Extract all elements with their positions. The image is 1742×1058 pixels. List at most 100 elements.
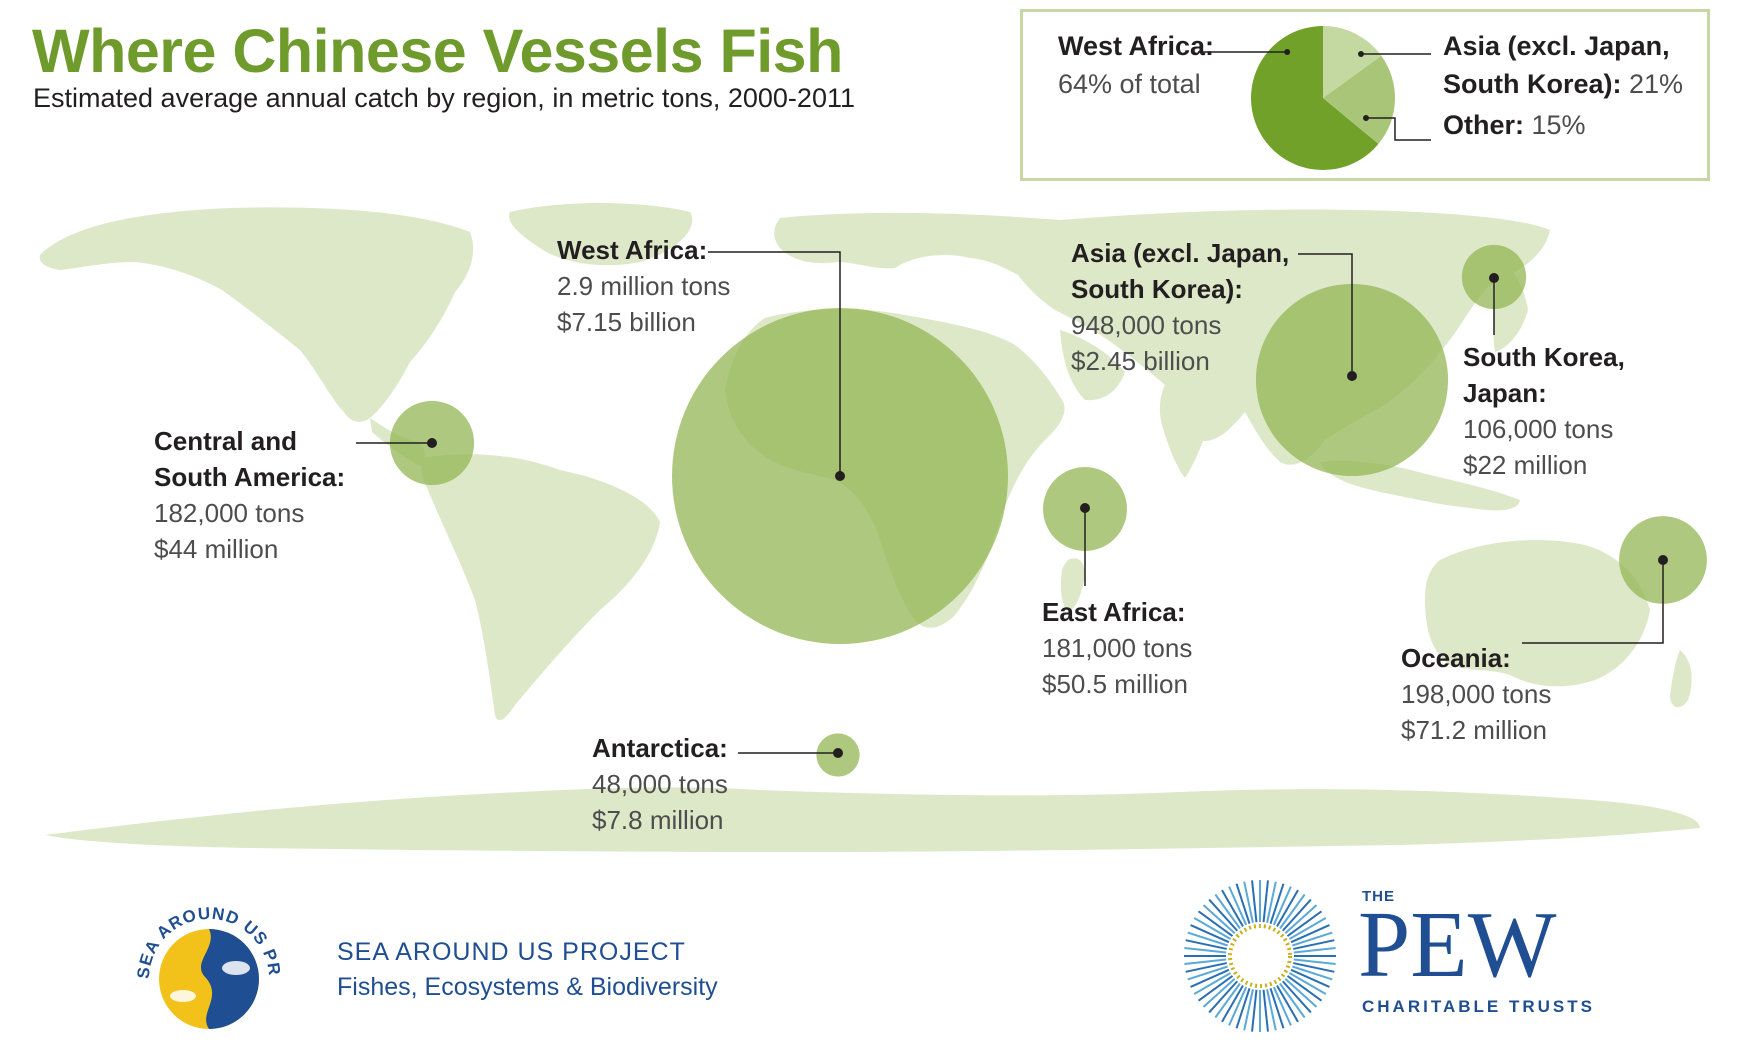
- land-new-zealand: [1670, 650, 1692, 708]
- leader-oceania: [1522, 560, 1664, 644]
- pew-ray: [1202, 904, 1236, 934]
- region-tons-oceania: 198,000 tons: [1401, 679, 1552, 709]
- pie-label-asia-name-line1: Asia (excl. Japan,: [1443, 31, 1670, 61]
- pew-ray: [1282, 898, 1312, 932]
- pew-ray: [1197, 910, 1234, 937]
- region-tons-west-africa: 2.9 million tons: [557, 271, 731, 301]
- leader-dot-antarctica: [833, 748, 843, 758]
- pew-ray: [1290, 968, 1330, 988]
- pew-ray: [1276, 889, 1299, 928]
- pew-ray: [1293, 962, 1335, 973]
- pew-sunburst-icon: [1184, 880, 1336, 1032]
- pew-ray: [1184, 958, 1227, 965]
- region-name-central-south-america-line1: Central and: [154, 426, 298, 456]
- land-arabia: [1060, 330, 1125, 401]
- region-label-central-south-america: Central and South America: 182,000 tons …: [154, 423, 345, 567]
- pew-ray: [1279, 982, 1306, 1019]
- region-value-east-africa: $50.5 million: [1042, 669, 1188, 699]
- region-label-east-africa: East Africa: 181,000 tons $50.5 million: [1042, 594, 1192, 702]
- region-label-antarctica: Antarctica: 48,000 tons $7.8 million: [592, 730, 728, 838]
- region-value-west-africa: $7.15 billion: [557, 307, 696, 337]
- pie-chart-panel: West Africa: 64% of total Asia (excl. Ja…: [1020, 9, 1710, 181]
- leader-dot-east-africa: [1080, 503, 1090, 513]
- land-australia: [1425, 540, 1650, 687]
- pew-ray: [1243, 881, 1254, 923]
- sea-around-us-title: SEA AROUND US PROJECT: [337, 938, 686, 966]
- leader-dot-west-africa: [835, 471, 845, 481]
- pie-slice-other: [1323, 25, 1382, 98]
- region-label-oceania: Oceania: 198,000 tons $71.2 million: [1401, 640, 1551, 748]
- pew-ray: [1288, 972, 1327, 995]
- pew-ray: [1282, 980, 1312, 1014]
- region-name-south-korea-japan-line2: Japan:: [1463, 378, 1547, 408]
- region-name-oceania: Oceania:: [1401, 643, 1511, 673]
- fish-icon: [170, 990, 196, 1002]
- pew-ray: [1269, 883, 1285, 924]
- pew-ray: [1269, 988, 1285, 1029]
- pew-ray: [1235, 988, 1251, 1029]
- pew-ray: [1243, 989, 1254, 1031]
- pew-ray: [1266, 881, 1277, 923]
- region-label-south-korea-japan: South Korea, Japan: 106,000 tons $22 mil…: [1463, 339, 1625, 483]
- pew-ray: [1190, 968, 1230, 988]
- pie-label-other-value: 15%: [1531, 110, 1586, 140]
- leader-asia: [1298, 253, 1353, 376]
- pew-ray: [1251, 989, 1258, 1032]
- pie-label-other-name: Other:: [1443, 110, 1524, 140]
- pew-ray: [1292, 965, 1333, 981]
- pie-label-asia-value: 21%: [1629, 69, 1684, 99]
- pew-ray: [1184, 947, 1227, 954]
- badge-blue-half: [200, 929, 259, 1029]
- leader-west-africa: [708, 251, 841, 476]
- region-label-asia: Asia (excl. Japan, South Korea): 948,000…: [1071, 235, 1289, 379]
- region-tons-asia: 948,000 tons: [1071, 310, 1222, 340]
- pew-ray: [1228, 886, 1248, 926]
- pew-ray: [1276, 984, 1299, 1023]
- pew-inner-ring: [1228, 924, 1292, 988]
- pie-label-asia-name-line2: South Korea):: [1443, 69, 1622, 99]
- region-label-west-africa: West Africa: 2.9 million tons $7.15 bill…: [557, 232, 730, 340]
- pew-ray: [1208, 898, 1238, 932]
- pew-ray: [1262, 880, 1269, 923]
- pie-slice-asia: [1323, 55, 1395, 144]
- pew-ray: [1292, 931, 1333, 947]
- pew-ray: [1272, 986, 1292, 1026]
- pew-ray: [1208, 980, 1238, 1014]
- pew-ray: [1185, 962, 1227, 973]
- pie-chart: [1198, 25, 1431, 171]
- pie-leader-other: [1366, 117, 1431, 141]
- pie-slice-west-africa: [1251, 26, 1379, 171]
- pew-the: THE: [1362, 888, 1395, 905]
- pew-ray: [1288, 917, 1327, 940]
- pew-ray: [1293, 947, 1336, 954]
- pew-ray: [1214, 893, 1241, 930]
- sea-around-us-badge: SEA AROUND US PROJECT: [121, 863, 283, 1029]
- land-india: [1159, 385, 1210, 478]
- region-name-asia-line1: Asia (excl. Japan,: [1071, 238, 1290, 268]
- leader-dot-oceania: [1658, 555, 1668, 565]
- pew-ray: [1202, 978, 1236, 1008]
- pew-ray: [1221, 889, 1244, 928]
- sea-around-us-logo: SEA AROUND US PROJECT: [121, 863, 290, 1040]
- pew-ray: [1187, 931, 1228, 947]
- leader-dot-asia: [1347, 371, 1357, 381]
- pie-label-west-africa: West Africa: 64% of total: [1058, 27, 1214, 103]
- pew-ray: [1293, 958, 1336, 965]
- pew-ray: [1193, 917, 1232, 940]
- pew-ray: [1228, 986, 1248, 1026]
- region-value-central-south-america: $44 million: [154, 534, 279, 564]
- region-value-oceania: $71.2 million: [1401, 715, 1547, 745]
- region-tons-south-korea-japan: 106,000 tons: [1463, 414, 1614, 444]
- pew-ray: [1286, 975, 1323, 1002]
- pew-ray: [1284, 978, 1318, 1008]
- pie-label-other: Other: 15%: [1443, 106, 1586, 144]
- page-title: Where Chinese Vessels Fish: [32, 17, 843, 85]
- pew-ray: [1190, 924, 1230, 944]
- pew-ray: [1185, 939, 1227, 950]
- pew-ray: [1214, 982, 1241, 1019]
- region-name-east-africa: East Africa:: [1042, 597, 1186, 627]
- region-name-antarctica: Antarctica:: [592, 733, 728, 763]
- page-subtitle: Estimated average annual catch by region…: [33, 83, 855, 113]
- region-name-south-korea-japan-line1: South Korea,: [1463, 342, 1625, 372]
